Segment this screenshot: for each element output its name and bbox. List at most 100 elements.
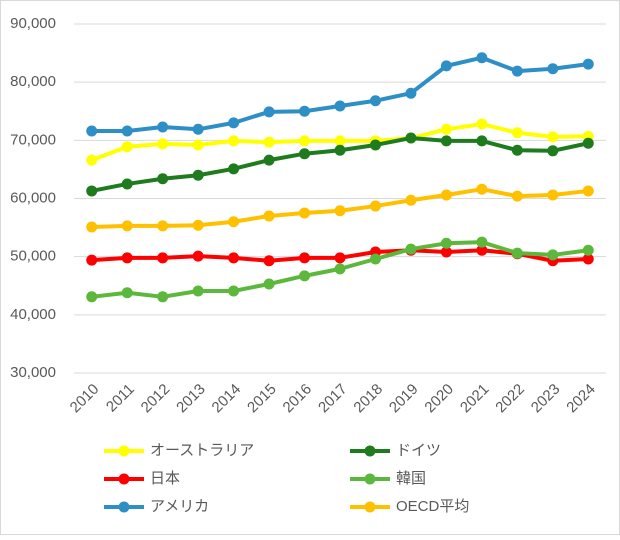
data-point <box>86 291 98 303</box>
data-point <box>299 148 311 160</box>
data-point <box>121 287 133 299</box>
data-point <box>263 106 275 118</box>
legend-label: 日本 <box>150 470 180 487</box>
data-point <box>405 194 417 206</box>
data-point <box>228 252 240 264</box>
data-point <box>511 190 523 202</box>
data-point <box>334 252 346 264</box>
data-point <box>405 87 417 99</box>
data-point <box>440 246 452 258</box>
data-point <box>440 135 452 147</box>
data-point <box>334 100 346 112</box>
legend-label: アメリカ <box>150 498 209 515</box>
data-point <box>157 220 169 232</box>
data-point <box>334 144 346 156</box>
data-point <box>511 65 523 77</box>
data-point <box>547 189 559 201</box>
data-point <box>582 253 594 265</box>
data-point <box>192 169 204 181</box>
data-point <box>476 118 488 130</box>
y-tick-label: 80,000 <box>10 73 56 90</box>
legend-marker <box>118 501 130 513</box>
data-point <box>440 60 452 72</box>
data-point <box>476 236 488 248</box>
legend-label: 韓国 <box>396 470 426 487</box>
data-point <box>157 121 169 133</box>
data-point <box>334 135 346 147</box>
data-point <box>476 244 488 256</box>
data-point <box>440 189 452 201</box>
data-point <box>582 185 594 197</box>
legend-label: OECD平均 <box>396 498 469 515</box>
data-point <box>582 58 594 70</box>
data-point <box>121 141 133 153</box>
y-tick-label: 50,000 <box>10 248 56 265</box>
y-tick-label: 30,000 <box>10 364 56 381</box>
data-point <box>192 219 204 231</box>
legend-marker <box>118 473 130 485</box>
data-point <box>440 123 452 135</box>
data-point <box>86 221 98 233</box>
data-point <box>228 163 240 175</box>
data-point <box>511 144 523 156</box>
data-point <box>86 125 98 137</box>
y-tick-label: 40,000 <box>10 306 56 323</box>
data-point <box>157 138 169 150</box>
data-point <box>86 254 98 266</box>
data-point <box>369 95 381 107</box>
y-tick-label: 60,000 <box>10 189 56 206</box>
data-point <box>228 135 240 147</box>
data-point <box>511 247 523 259</box>
data-point <box>547 249 559 261</box>
data-point <box>157 252 169 264</box>
legend-marker <box>118 445 130 457</box>
data-point <box>121 178 133 190</box>
data-point <box>334 263 346 275</box>
data-point <box>192 250 204 262</box>
data-point <box>476 183 488 195</box>
data-point <box>299 105 311 117</box>
data-point <box>369 253 381 265</box>
data-point <box>263 154 275 166</box>
data-point <box>192 123 204 135</box>
data-point <box>511 127 523 139</box>
data-point <box>547 145 559 157</box>
data-point <box>299 252 311 264</box>
data-point <box>299 135 311 147</box>
data-point <box>405 243 417 255</box>
data-point <box>86 154 98 166</box>
data-point <box>405 132 417 144</box>
data-point <box>263 136 275 148</box>
data-point <box>121 252 133 264</box>
data-point <box>476 52 488 64</box>
data-point <box>192 285 204 297</box>
data-point <box>334 205 346 217</box>
data-point <box>263 210 275 222</box>
data-point <box>582 244 594 256</box>
data-point <box>476 135 488 147</box>
legend-marker <box>364 445 376 457</box>
data-point <box>547 131 559 143</box>
data-point <box>440 237 452 249</box>
data-point <box>228 216 240 228</box>
legend-label: オーストラリア <box>150 442 254 459</box>
data-point <box>582 137 594 149</box>
data-point <box>369 200 381 212</box>
data-point <box>369 139 381 151</box>
data-point <box>228 285 240 297</box>
y-tick-label: 70,000 <box>10 131 56 148</box>
data-point <box>157 173 169 185</box>
data-point <box>228 117 240 129</box>
data-point <box>121 125 133 137</box>
data-point <box>157 291 169 303</box>
data-point <box>121 220 133 232</box>
data-point <box>299 207 311 219</box>
data-point <box>86 185 98 197</box>
data-point <box>547 63 559 75</box>
data-point <box>263 278 275 290</box>
legend-marker <box>364 501 376 513</box>
y-tick-label: 90,000 <box>10 15 56 32</box>
